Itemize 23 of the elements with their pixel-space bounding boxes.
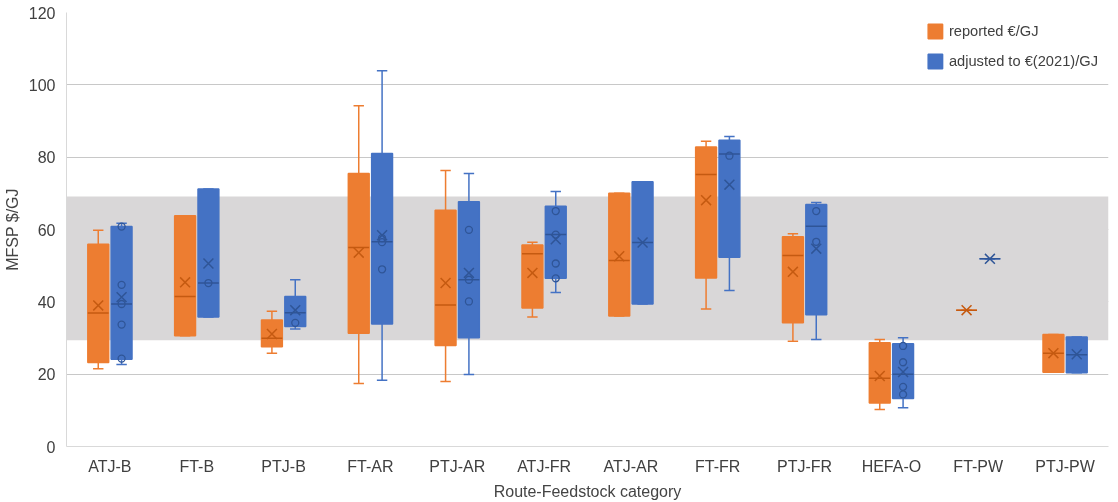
x-tick-label: FT-B (179, 457, 215, 475)
x-axis-title: Route-Feedstock category (493, 482, 682, 500)
legend-label: reported €/GJ (948, 23, 1039, 39)
x-tick-label: PTJ-FR (777, 457, 833, 475)
y-tick-label: 40 (37, 293, 56, 311)
y-tick-label: 60 (37, 221, 56, 239)
y-tick-label: 120 (28, 4, 56, 22)
x-tick-label: PTJ-B (261, 457, 306, 475)
y-tick-label: 0 (46, 438, 56, 456)
x-tick-label: HEFA-O (861, 457, 922, 475)
x-tick-label: PTJ-AR (429, 457, 486, 475)
x-tick-label: PTJ-PW (1035, 457, 1096, 475)
x-tick-label: FT-AR (347, 457, 394, 475)
x-tick-label: ATJ-B (88, 457, 132, 475)
y-tick-label: 20 (37, 366, 56, 384)
y-tick-label: 80 (37, 149, 56, 167)
x-tick-label: ATJ-AR (603, 457, 659, 475)
y-axis-title: MFSP $/GJ (3, 188, 21, 271)
x-tick-label: ATJ-FR (517, 457, 572, 475)
legend-label: adjusted to €(2021)/GJ (948, 53, 1098, 69)
x-tick-label: FT-PW (953, 457, 1005, 475)
y-tick-label: 100 (28, 76, 56, 94)
x-tick-label: FT-FR (695, 457, 741, 475)
